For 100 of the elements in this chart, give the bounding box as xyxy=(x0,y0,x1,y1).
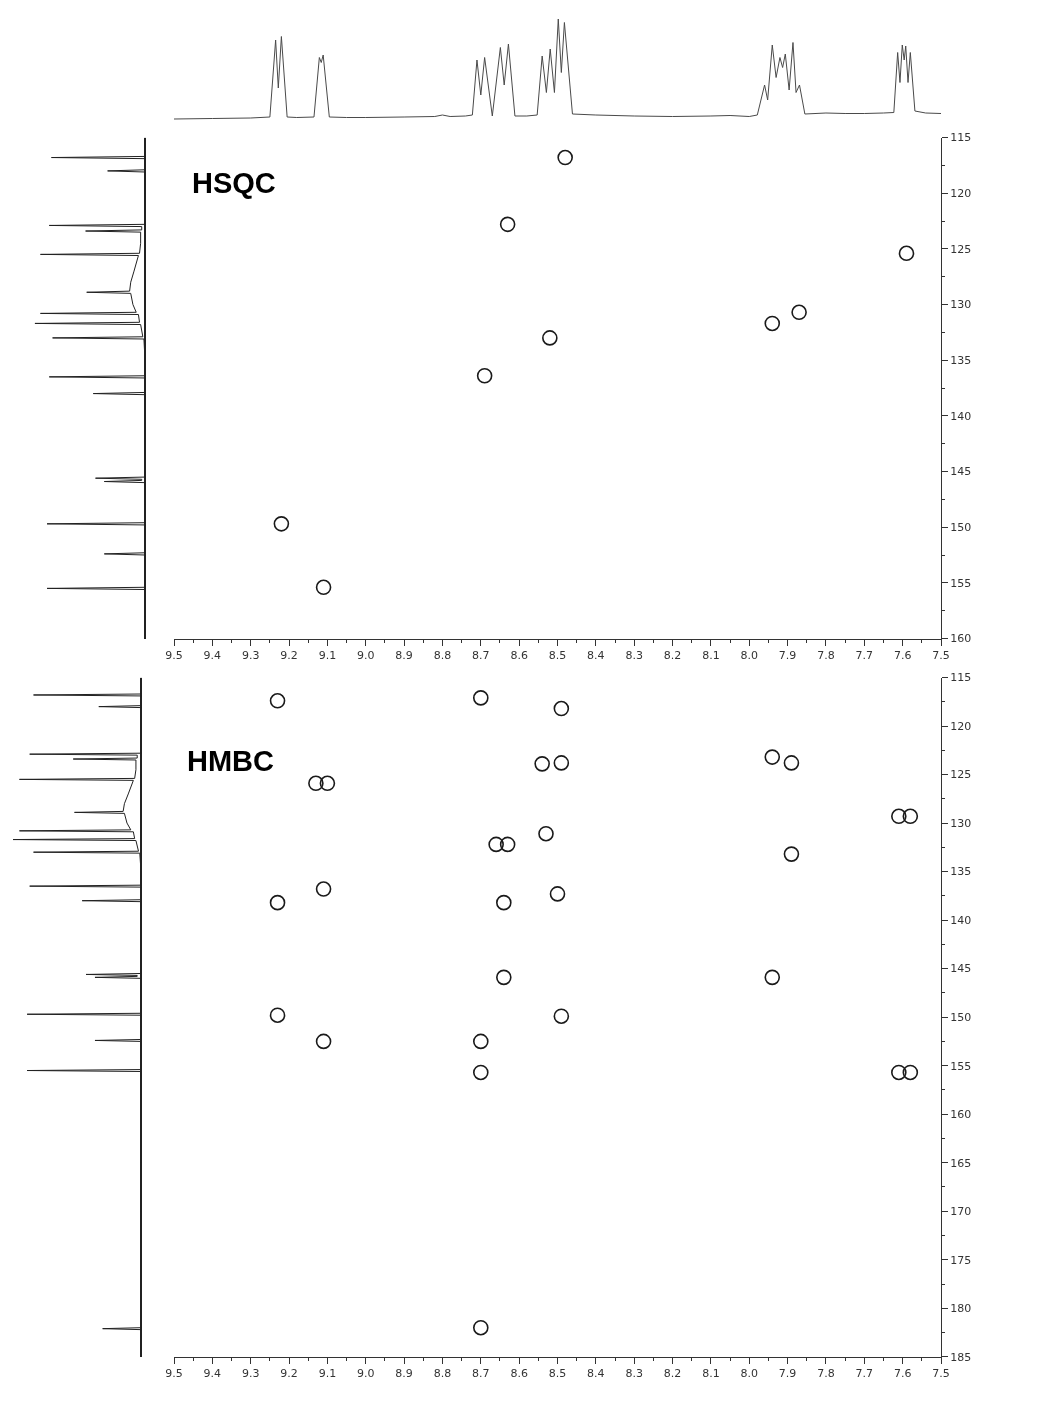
y-tick-label: 125 xyxy=(950,768,972,782)
point xyxy=(315,1033,332,1050)
y-tick-label: 135 xyxy=(950,354,972,368)
point xyxy=(534,756,550,772)
x-tick-label: 9.5 xyxy=(165,648,183,662)
point xyxy=(542,330,558,346)
text: HSQC xyxy=(192,167,276,199)
point xyxy=(538,825,554,842)
x-tick-label: 9.0 xyxy=(357,648,375,662)
y-tick-label: 165 xyxy=(950,1156,972,1170)
y-tick-label: 115 xyxy=(950,671,972,685)
y-tick-label: 130 xyxy=(950,816,972,830)
x-tick-label: 9.4 xyxy=(203,1367,222,1380)
y-tick-label: 140 xyxy=(950,913,972,927)
point xyxy=(902,1064,919,1081)
y-tick-label: 150 xyxy=(950,1011,972,1024)
x-tick-label: 8.6 xyxy=(510,648,528,662)
x-tick-label: 8.8 xyxy=(433,648,452,662)
y-tick-label: 160 xyxy=(950,632,972,646)
x-tick-label: 8.7 xyxy=(472,1367,490,1380)
point xyxy=(891,808,907,825)
y-tick-label: 170 xyxy=(950,1205,972,1219)
x-tick-label: 7.8 xyxy=(817,648,835,662)
text: HMBC xyxy=(187,745,275,777)
x-tick-label: 9.3 xyxy=(241,1367,260,1380)
x-tick-label: 7.6 xyxy=(893,648,912,662)
x-tick-label: 9.5 xyxy=(165,1367,183,1380)
point xyxy=(791,304,807,321)
x-tick-label: 8.0 xyxy=(740,1367,758,1380)
point xyxy=(496,969,512,986)
x-tick-label: 8.2 xyxy=(663,1367,682,1380)
y-tick-label: 185 xyxy=(950,1350,972,1364)
x-tick-label: 9.1 xyxy=(318,1367,337,1380)
point xyxy=(764,749,781,765)
point xyxy=(557,149,573,166)
point xyxy=(488,836,504,853)
x-tick-label: 9.4 xyxy=(203,648,222,662)
x-tick-label: 8.6 xyxy=(510,1367,528,1380)
point xyxy=(764,315,781,332)
y-tick-label: 160 xyxy=(950,1108,972,1122)
point xyxy=(764,969,781,986)
y-tick-label: 155 xyxy=(950,1059,972,1073)
y-tick-label: 120 xyxy=(950,187,972,201)
point xyxy=(473,690,489,706)
point xyxy=(315,579,332,596)
x-tick-label: 9.2 xyxy=(280,1367,298,1380)
point xyxy=(553,755,570,771)
point xyxy=(273,516,290,532)
point xyxy=(269,1007,286,1023)
x-tick-label: 8.4 xyxy=(587,1367,605,1380)
x-tick-label: 8.5 xyxy=(548,1367,567,1380)
y-tick-label: 145 xyxy=(950,962,972,976)
point xyxy=(476,367,493,384)
y-tick-label: 140 xyxy=(950,409,972,423)
point xyxy=(499,216,516,233)
x-tick-label: 8.1 xyxy=(702,1367,720,1380)
x-tick-label: 7.9 xyxy=(778,1367,797,1380)
x-tick-label: 9.3 xyxy=(241,648,260,662)
x-tick-label: 9.0 xyxy=(357,1367,375,1380)
x-tick-label: 7.5 xyxy=(932,648,950,662)
point xyxy=(902,808,919,825)
x-tick-label: 9.2 xyxy=(280,648,298,662)
point xyxy=(553,700,570,717)
x-tick-label: 7.7 xyxy=(855,648,874,662)
point xyxy=(319,775,336,792)
point xyxy=(315,881,332,897)
y-tick-label: 120 xyxy=(950,719,972,733)
y-tick-label: 175 xyxy=(950,1253,972,1267)
x-tick-label: 8.0 xyxy=(740,648,758,662)
y-tick-label: 130 xyxy=(950,298,972,312)
point xyxy=(473,1064,489,1081)
x-tick-label: 8.9 xyxy=(395,1367,413,1380)
point xyxy=(898,245,915,262)
point xyxy=(496,894,512,911)
x-tick-label: 9.1 xyxy=(318,648,337,662)
x-tick-label: 8.2 xyxy=(663,648,682,662)
x-tick-label: 7.9 xyxy=(778,648,797,662)
point xyxy=(499,836,516,853)
y-tick-label: 135 xyxy=(950,865,972,879)
x-tick-label: 8.9 xyxy=(395,648,413,662)
y-tick-label: 150 xyxy=(950,521,972,535)
point xyxy=(549,886,566,902)
x-tick-label: 7.7 xyxy=(855,1367,874,1380)
x-tick-label: 8.5 xyxy=(548,648,567,662)
x-tick-label: 7.6 xyxy=(893,1367,912,1380)
x-tick-label: 8.7 xyxy=(472,648,490,662)
point xyxy=(553,1008,570,1024)
x-tick-label: 8.4 xyxy=(587,648,605,662)
y-tick-label: 155 xyxy=(950,576,972,590)
y-tick-label: 125 xyxy=(950,242,972,256)
point xyxy=(783,846,800,862)
y-tick-label: 115 xyxy=(950,131,972,145)
point xyxy=(473,1319,489,1336)
x-tick-label: 8.8 xyxy=(433,1367,452,1380)
point xyxy=(783,755,800,771)
y-tick-label: 180 xyxy=(950,1302,972,1316)
x-tick-label: 8.3 xyxy=(625,648,643,662)
point xyxy=(269,692,286,709)
x-tick-label: 7.5 xyxy=(932,1367,950,1380)
point xyxy=(891,1064,907,1081)
